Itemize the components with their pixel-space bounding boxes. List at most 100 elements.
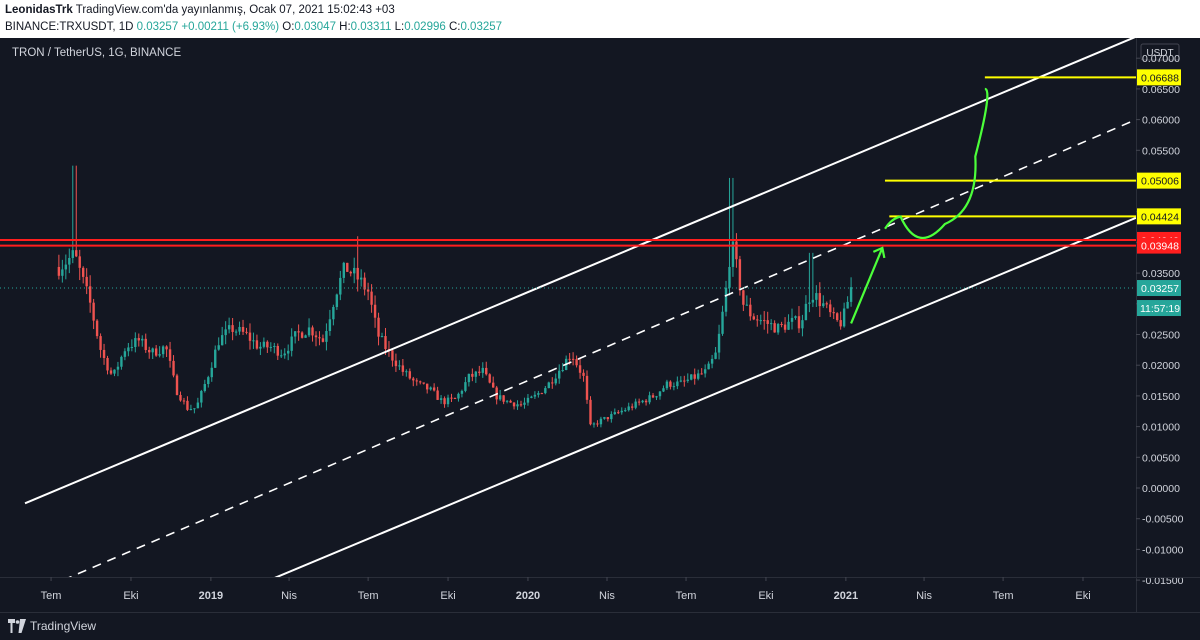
candle bbox=[808, 252, 811, 313]
candle bbox=[120, 355, 123, 370]
candle bbox=[297, 324, 300, 341]
price-tag[interactable] bbox=[1137, 280, 1181, 297]
currency-box[interactable] bbox=[1140, 43, 1180, 61]
candle-body bbox=[238, 326, 241, 332]
candle bbox=[81, 266, 85, 284]
x-tick-label: 2021 bbox=[834, 590, 858, 602]
x-tick-label: Nis bbox=[599, 590, 615, 602]
time-axis[interactable]: Tem Eki 2019 Nis Tem Eki 2020 Nis Tem Eki 2021 Nis T… bbox=[0, 577, 1200, 602]
projection-arrow-line[interactable] bbox=[850, 247, 884, 324]
projection-curve[interactable] bbox=[884, 87, 989, 240]
candle bbox=[790, 308, 794, 330]
candle bbox=[710, 354, 714, 369]
candle bbox=[408, 368, 412, 380]
candle-body bbox=[530, 396, 533, 398]
candle-body bbox=[182, 400, 186, 402]
channel-upper-line[interactable] bbox=[24, 38, 1136, 505]
candle-body bbox=[839, 320, 842, 327]
price-tag[interactable] bbox=[1137, 237, 1181, 254]
candle bbox=[325, 323, 328, 351]
candle-body bbox=[346, 262, 349, 272]
candle-body bbox=[179, 394, 182, 401]
candle-body bbox=[283, 353, 286, 356]
candle bbox=[700, 368, 703, 375]
candle bbox=[64, 254, 68, 280]
price-tag[interactable] bbox=[1137, 172, 1181, 189]
candle bbox=[227, 317, 231, 334]
candle bbox=[141, 335, 144, 347]
candle-body bbox=[318, 337, 321, 339]
candle bbox=[359, 269, 363, 287]
candle bbox=[401, 359, 405, 376]
channel-lower-line[interactable] bbox=[262, 216, 1136, 583]
candle bbox=[481, 362, 484, 378]
candle bbox=[92, 298, 95, 330]
channel-mid-line[interactable] bbox=[63, 118, 1136, 580]
candle bbox=[429, 386, 432, 391]
author-name[interactable]: LeonidasTrk bbox=[5, 4, 73, 16]
candle bbox=[742, 289, 745, 312]
candle bbox=[210, 362, 213, 382]
price-tag[interactable] bbox=[1137, 208, 1181, 225]
tradingview-logo-icon[interactable] bbox=[8, 619, 26, 633]
candle bbox=[193, 408, 196, 414]
candle bbox=[363, 272, 366, 296]
candle bbox=[266, 340, 269, 353]
chart-panel[interactable]: USDT0.070000.065000.060000.055000.050000… bbox=[0, 38, 1200, 612]
candle-body bbox=[724, 287, 728, 312]
candle bbox=[686, 373, 689, 383]
candle-body bbox=[123, 351, 127, 357]
candle-body bbox=[742, 290, 745, 305]
candle bbox=[606, 417, 610, 422]
candle-body bbox=[370, 291, 373, 305]
symbol-label: BINANCE:TRXUSDT, 1D bbox=[5, 21, 134, 33]
plot-area[interactable] bbox=[0, 38, 1136, 583]
candle-body bbox=[245, 331, 248, 333]
candle bbox=[617, 410, 620, 415]
price-chart[interactable]: USDT0.070000.065000.060000.055000.050000… bbox=[0, 38, 1200, 612]
y-tick-label: 0.06500 bbox=[1142, 84, 1180, 96]
candle bbox=[269, 342, 273, 352]
price-axis[interactable]: USDT0.070000.065000.060000.055000.050000… bbox=[1136, 38, 1184, 612]
candle bbox=[509, 399, 512, 403]
price-change: +0.00211 (+6.93%) bbox=[181, 21, 280, 33]
candle-body bbox=[651, 395, 655, 398]
candle bbox=[332, 304, 335, 326]
candle-body bbox=[158, 354, 161, 356]
candle-body bbox=[425, 383, 429, 390]
candle bbox=[842, 302, 846, 328]
footer-divider bbox=[0, 612, 1200, 613]
candle bbox=[168, 341, 172, 368]
candle bbox=[346, 262, 349, 272]
candle bbox=[467, 373, 471, 387]
candle-body bbox=[721, 311, 724, 334]
candle-body bbox=[759, 320, 762, 322]
candle bbox=[99, 333, 102, 358]
candle-body bbox=[658, 391, 662, 397]
candle-body bbox=[116, 366, 120, 370]
candle bbox=[57, 254, 61, 280]
price-tag[interactable] bbox=[1137, 69, 1181, 86]
candle bbox=[182, 397, 186, 405]
candle-body bbox=[314, 335, 318, 338]
candle bbox=[627, 402, 630, 412]
low-label: L: bbox=[394, 21, 405, 33]
candle-body bbox=[134, 338, 137, 347]
candle-body bbox=[290, 336, 293, 351]
candle-body bbox=[603, 417, 606, 419]
candle bbox=[544, 386, 547, 395]
candle-body bbox=[436, 390, 439, 400]
candle-body bbox=[460, 390, 464, 394]
candle-body bbox=[300, 332, 304, 338]
ohlc-line: BINANCE:TRXUSDT, 1D 0.03257 +0.00211 (+6… bbox=[5, 21, 502, 33]
candle-body bbox=[592, 423, 596, 425]
candle-body bbox=[408, 371, 412, 379]
tradingview-brand[interactable]: TradingView bbox=[30, 619, 97, 633]
candle bbox=[749, 297, 752, 321]
candle bbox=[161, 345, 165, 358]
candle-body bbox=[697, 373, 700, 379]
candle-body bbox=[405, 371, 408, 373]
candle bbox=[172, 355, 175, 378]
candle bbox=[630, 403, 634, 411]
candle-body bbox=[554, 378, 557, 384]
